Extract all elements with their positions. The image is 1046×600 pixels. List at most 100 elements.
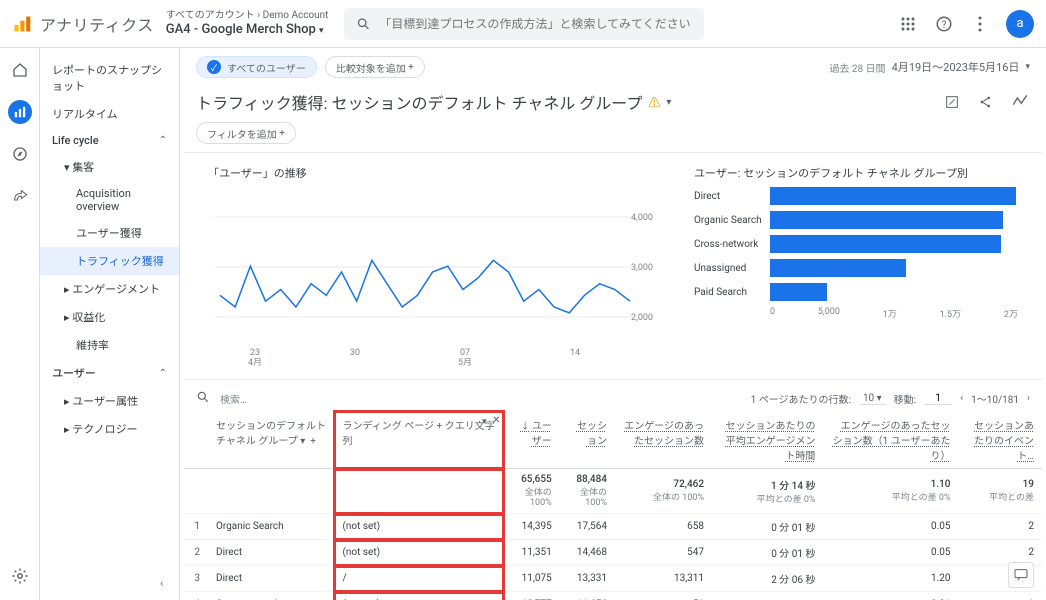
rows-per-page-label: 1 ページあたりの行数: [751, 391, 851, 406]
svg-text:?: ? [942, 19, 947, 30]
warning-icon[interactable]: ⚠ [648, 94, 660, 111]
nav-rail [0, 48, 40, 600]
line-chart: 4,000 3,000 2,000 23 4月 30 07 5月 14 [208, 187, 662, 367]
sidebar-section-lifecycle[interactable]: Life cycle⌃ [40, 128, 179, 153]
svg-text:2,000: 2,000 [631, 313, 653, 323]
more-icon[interactable] [970, 14, 990, 34]
insights-icon[interactable] [1010, 92, 1030, 112]
chip-add-comparison[interactable]: 比較対象を追加 + [325, 56, 425, 78]
logo: アナリティクス [12, 12, 154, 36]
close-icon[interactable]: ✕ [492, 415, 500, 426]
bar-chart-title: ユーザー: セッションのデフォルト チャネル グループ別 [694, 165, 1018, 181]
sidebar-item-monetization[interactable]: ▸ 収益化 [40, 303, 179, 331]
search-bar[interactable] [344, 8, 704, 40]
sidebar-item-acq-overview[interactable]: Acquisition overview [40, 181, 179, 219]
chevron-down-icon: ▾ [1025, 62, 1030, 72]
svg-text:30: 30 [350, 348, 360, 358]
table-search-icon[interactable] [196, 390, 210, 407]
sidebar-item-realtime[interactable]: リアルタイム [40, 100, 179, 128]
sidebar-item-retention[interactable]: 維持率 [40, 331, 179, 359]
sidebar: レポートのスナップショット リアルタイム Life cycle⌃ ▾ 集客 Ac… [40, 48, 180, 600]
help-icon[interactable]: ? [934, 14, 954, 34]
svg-text:14: 14 [570, 348, 580, 358]
col-landing[interactable]: ランディング ページ + クエリ文字列▾✕ [334, 411, 504, 469]
col-events[interactable]: セッションあたりのイベント… [958, 411, 1042, 469]
bar-fill [770, 283, 827, 301]
table-row[interactable]: 3Direct/11,07513,33113,3112 分 06 秒1.2032 [184, 566, 1042, 592]
col-sessions[interactable]: セッション [560, 411, 615, 469]
share-icon[interactable] [976, 92, 996, 112]
prev-page-icon[interactable]: ‹ [960, 393, 963, 404]
sidebar-item-technology[interactable]: ▸ テクノロジー [40, 415, 179, 443]
sidebar-item-user-attr[interactable]: ▸ ユーザー属性 [40, 387, 179, 415]
table-controls: 検索… 1 ページあたりの行数: 10 ▾ 移動: ‹ 1～10/181 › [180, 380, 1046, 411]
sidebar-item-engagement[interactable]: ▸ エンゲージメント [40, 275, 179, 303]
sidebar-item-traffic-acq[interactable]: トラフィック獲得 [40, 247, 179, 275]
add-filter-button[interactable]: フィルタを追加 + [196, 122, 296, 144]
line-chart-card: 「ユーザー」の推移 4,000 3,000 2,000 23 4月 [200, 157, 670, 375]
bar-row: Organic Search [694, 211, 1018, 229]
rail-home-icon[interactable] [8, 58, 32, 82]
table-row[interactable]: 1Organic Search(not set)14,39517,5646580… [184, 514, 1042, 540]
property-name: GA4 - Google Merch Shop ▾ [166, 22, 329, 38]
bar-row: Cross-network [694, 235, 1018, 253]
sidebar-item-snapshot[interactable]: レポートのスナップショット [40, 56, 179, 100]
col-engaged[interactable]: エンゲージのあったセッション数 [615, 411, 712, 469]
rail-settings-icon[interactable] [8, 564, 32, 588]
title-dropdown-icon[interactable]: ▾ [666, 97, 671, 108]
users-icon: ✓ [207, 60, 221, 74]
svg-text:5月: 5月 [458, 358, 472, 367]
feedback-icon[interactable] [1008, 562, 1034, 588]
avatar[interactable]: a [1006, 10, 1034, 38]
col-per-user[interactable]: エンゲージのあったセッション数（1 ユーザーあたり） [824, 411, 959, 469]
date-range-picker[interactable]: 過去 28 日間 4月19日～2023年5月16日 ▾ [829, 59, 1030, 75]
account-breadcrumb: すべてのアカウント › Demo Account [166, 10, 329, 22]
sidebar-item-acquisition[interactable]: ▾ 集客 [40, 153, 179, 181]
bar-row: Unassigned [694, 259, 1018, 277]
sort-desc-icon: ↓ [521, 422, 530, 432]
content-area: ✓すべてのユーザー 比較対象を追加 + 過去 28 日間 4月19日～2023年… [180, 48, 1046, 600]
chip-all-users[interactable]: ✓すべてのユーザー [196, 56, 317, 78]
rail-reports-icon[interactable] [8, 100, 32, 124]
svg-text:4月: 4月 [248, 358, 262, 367]
comparison-toolbar: ✓すべてのユーザー 比較対象を追加 + 過去 28 日間 4月19日～2023年… [180, 48, 1046, 86]
rail-explore-icon[interactable] [8, 142, 32, 166]
col-avg-time[interactable]: セッションあたりの平均エンゲージメント時間 [712, 411, 823, 469]
property-selector[interactable]: すべてのアカウント › Demo Account GA4 - Google Me… [166, 10, 329, 38]
col-users[interactable]: ↓ユーザー [504, 411, 559, 469]
bar-fill [770, 259, 906, 277]
customize-icon[interactable] [942, 92, 962, 112]
bar-row: Paid Search [694, 283, 1018, 301]
app-header: アナリティクス すべてのアカウント › Demo Account GA4 - G… [0, 0, 1046, 48]
next-page-icon[interactable]: › [1027, 393, 1030, 404]
bar-label: Direct [694, 191, 770, 202]
chevron-up-icon: ⌃ [159, 368, 167, 379]
search-input[interactable] [379, 17, 692, 31]
rail-ads-icon[interactable] [8, 184, 32, 208]
goto-label: 移動: [894, 391, 916, 406]
bar-label: Unassigned [694, 263, 770, 274]
svg-text:4,000: 4,000 [631, 213, 653, 223]
bar-label: Cross-network [694, 239, 770, 250]
table-row[interactable]: 4Cross-network(not set)10,77711,656510 分… [184, 592, 1042, 600]
goto-input[interactable] [924, 393, 952, 405]
rows-per-page-value[interactable]: 10 ▾ [859, 393, 886, 405]
data-table: セッションのデフォルト チャネル グループ ▾ + ランディング ページ + ク… [184, 411, 1042, 600]
totals-row: 65,655全体の 100% 88,484全体の 100% 72,462全体の … [184, 469, 1042, 514]
table-search-label[interactable]: 検索… [220, 391, 247, 406]
chevron-down-icon[interactable]: ▾ [482, 417, 487, 427]
apps-icon[interactable] [898, 14, 918, 34]
svg-text:3,000: 3,000 [631, 263, 653, 273]
page-title: トラフィック獲得: セッションのデフォルト チャネル グループ [196, 90, 642, 114]
product-name: アナリティクス [40, 12, 154, 36]
sidebar-item-user-acq[interactable]: ユーザー獲得 [40, 219, 179, 247]
table-row[interactable]: 2Direct(not set)11,35114,4685470 分 01 秒0… [184, 540, 1042, 566]
col-channel[interactable]: セッションのデフォルト チャネル グループ ▾ + [208, 411, 334, 469]
chevron-up-icon: ⌃ [159, 135, 167, 146]
page-range: 1～10/181 [971, 391, 1019, 406]
sidebar-collapse-icon[interactable]: ‹ [160, 577, 163, 590]
bar-label: Paid Search [694, 287, 770, 298]
bar-row: Direct [694, 187, 1018, 205]
sidebar-section-user[interactable]: ユーザー⌃ [40, 359, 179, 387]
bar-fill [770, 211, 1003, 229]
